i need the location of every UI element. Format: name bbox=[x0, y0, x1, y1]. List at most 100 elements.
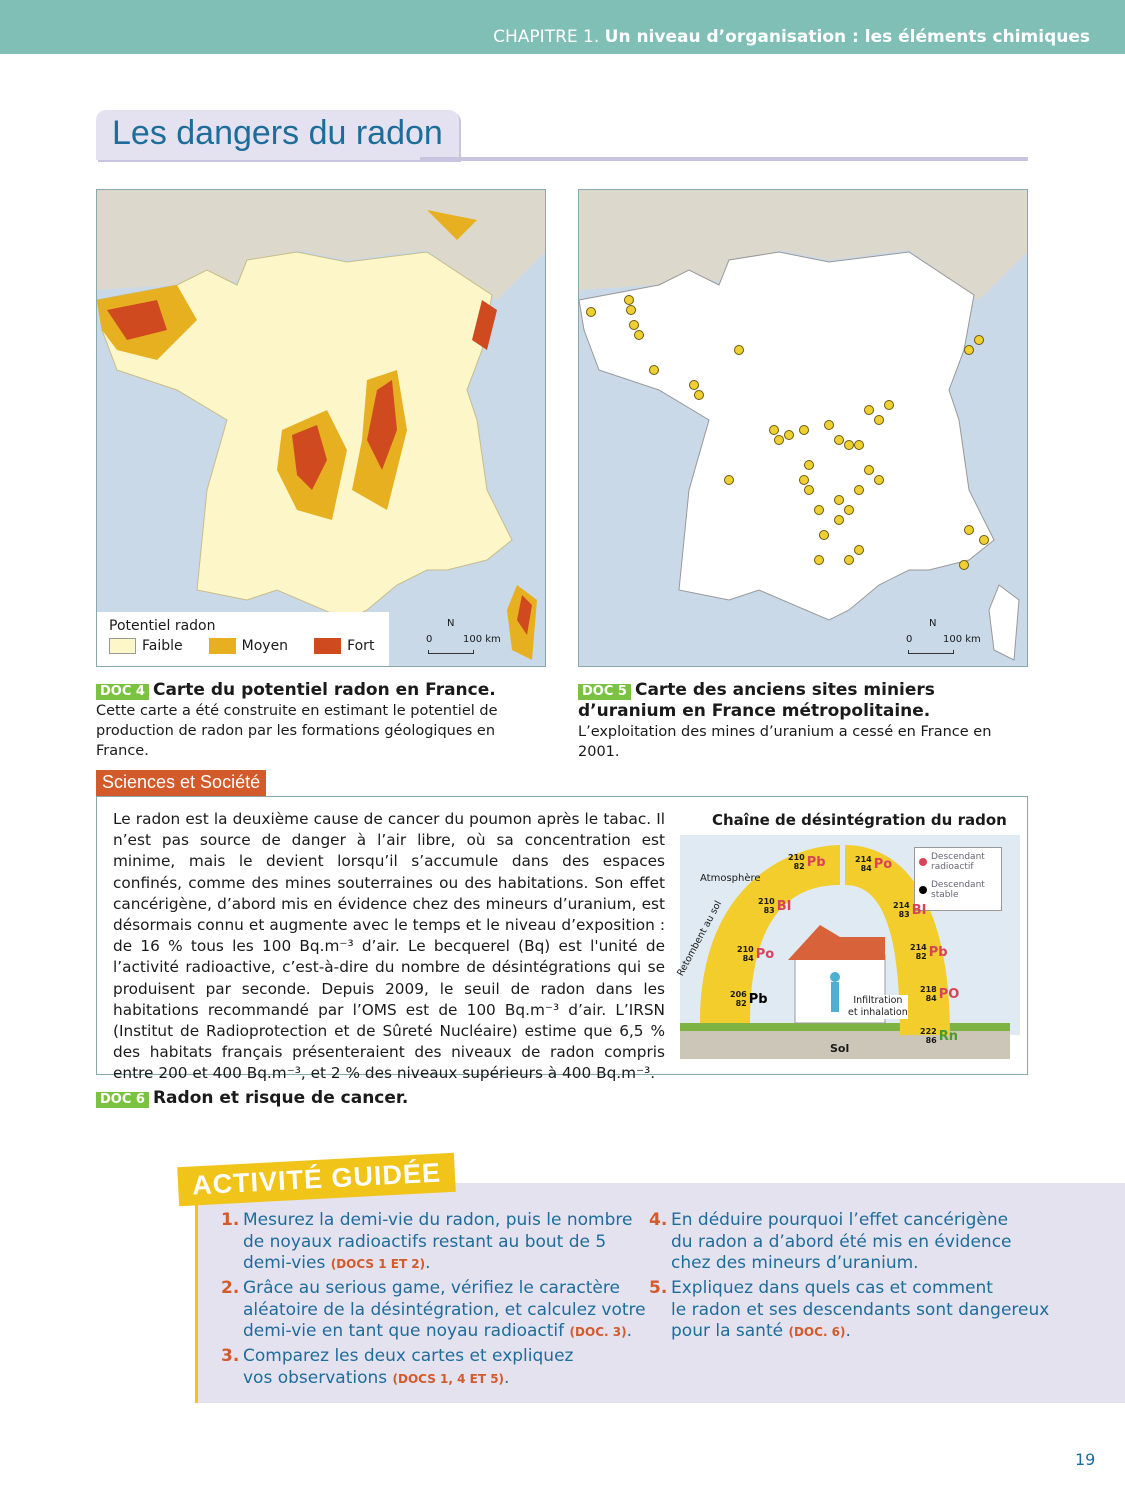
diagram-legend: Descendant radioactif Descendant stable bbox=[914, 847, 1002, 911]
decay-chain-diagram: Chaîne de désintégration du radon Atmosp… bbox=[675, 805, 1020, 1067]
legend-swatch-fort bbox=[314, 638, 342, 654]
nuclide-pb: 210 82 Pb bbox=[788, 853, 826, 871]
doc5-caption: DOC 5 Carte des anciens sites miniers d’u… bbox=[578, 680, 1028, 762]
doc-text: L’exploitation des mines d’uranium a ces… bbox=[578, 724, 992, 760]
mine-site-dot bbox=[784, 430, 794, 440]
scale-100km: 100 km bbox=[463, 634, 501, 645]
mine-site-dot bbox=[724, 475, 734, 485]
mine-site-dot bbox=[814, 505, 824, 515]
mine-site-dot bbox=[864, 465, 874, 475]
scale-bar bbox=[908, 650, 954, 654]
mine-site-dot bbox=[874, 415, 884, 425]
mine-site-dot bbox=[979, 535, 989, 545]
mine-site-dot bbox=[774, 435, 784, 445]
stable-dot-icon bbox=[919, 886, 927, 894]
ground-label: Sol bbox=[830, 1042, 850, 1055]
mine-site-dot bbox=[819, 530, 829, 540]
mine-site-dot bbox=[834, 435, 844, 445]
mine-site-dot bbox=[854, 440, 864, 450]
radon-potential-map: Potentiel radon Faible Moyen Fort N 0 10… bbox=[96, 189, 546, 667]
mine-site-dot bbox=[689, 380, 699, 390]
north-arrow-icon: N bbox=[929, 618, 937, 629]
mine-site-dot bbox=[844, 440, 854, 450]
doc-badge: DOC 5 bbox=[578, 684, 631, 700]
mine-site-dot bbox=[834, 515, 844, 525]
nuclide-pb: 214 82 Pb bbox=[910, 943, 948, 961]
chapter-title: Un niveau d’organisation : les éléments … bbox=[604, 27, 1090, 47]
map-legend: Potentiel radon Faible Moyen Fort bbox=[97, 612, 389, 666]
mine-site-dot bbox=[694, 390, 704, 400]
doc-title: Carte du potentiel radon en France. bbox=[152, 680, 496, 700]
legend-label: Fort bbox=[347, 638, 375, 654]
chapter-number: CHAPITRE 1. bbox=[493, 27, 600, 47]
page-number: 19 bbox=[1075, 1450, 1096, 1469]
mine-site-dot bbox=[964, 345, 974, 355]
science-text: Le radon est la deuxième cause de cancer… bbox=[113, 810, 665, 1083]
nuclide-pb: 206 82 Pb bbox=[730, 990, 768, 1008]
mine-site-dot bbox=[864, 405, 874, 415]
nuclide-bi: 210 83 BI bbox=[758, 897, 792, 915]
diagram-title: Chaîne de désintégration du radon bbox=[712, 811, 1007, 829]
scale-bar bbox=[428, 650, 474, 654]
mine-site-dot bbox=[854, 485, 864, 495]
radioactive-dot-icon bbox=[919, 858, 927, 866]
mine-site-dot bbox=[804, 460, 814, 470]
scale-zero: 0 bbox=[426, 634, 433, 645]
mine-site-dot bbox=[624, 295, 634, 305]
legend-swatch-moyen bbox=[208, 638, 236, 654]
activity-panel bbox=[195, 1183, 1125, 1403]
nuclide-po: 210 84 Po bbox=[737, 945, 775, 963]
mine-site-dot bbox=[854, 545, 864, 555]
science-society-tab: Sciences et Société bbox=[96, 770, 267, 796]
doc-text: Cette carte a été construite en estimant… bbox=[96, 703, 498, 759]
atmosphere-label: Atmosphère bbox=[700, 873, 761, 884]
mine-site-dot bbox=[974, 335, 984, 345]
mine-site-dot bbox=[834, 495, 844, 505]
scale-zero: 0 bbox=[906, 634, 913, 645]
nuclide-po: 218 84 PO bbox=[920, 985, 960, 1003]
activity-question: 3. Comparez les deux cartes et expliquez v… bbox=[221, 1346, 574, 1388]
mine-site-dot bbox=[959, 560, 969, 570]
uranium-mines-map: N 0 100 km bbox=[578, 189, 1028, 667]
mine-site-dot bbox=[769, 425, 779, 435]
scale-100km: 100 km bbox=[943, 634, 981, 645]
chapter-header: CHAPITRE 1. Un niveau d’organisation : l… bbox=[0, 0, 1125, 54]
legend-label: Moyen bbox=[241, 638, 289, 654]
infiltration-label: Infiltration et inhalation bbox=[848, 995, 908, 1019]
legend-label: Faible bbox=[142, 638, 183, 654]
mine-site-dot bbox=[964, 525, 974, 535]
doc-badge: DOC 6 bbox=[96, 1092, 149, 1108]
doc-title: Carte des anciens sites miniers d’uraniu… bbox=[578, 680, 935, 721]
nuclide-bi: 214 83 BI bbox=[893, 901, 927, 919]
legend-title: Potentiel radon bbox=[109, 618, 216, 634]
legend-swatch-faible bbox=[109, 638, 136, 654]
mine-site-dot bbox=[874, 475, 884, 485]
mine-site-dot bbox=[814, 555, 824, 565]
doc-badge: DOC 4 bbox=[96, 684, 149, 700]
mine-site-dot bbox=[844, 505, 854, 515]
mine-site-dot bbox=[629, 320, 639, 330]
doc-title: Radon et risque de cancer. bbox=[152, 1088, 409, 1108]
mine-site-dot bbox=[804, 485, 814, 495]
mine-site-dot bbox=[734, 345, 744, 355]
activity-question: 4. En déduire pourquoi l’effet cancérigèn… bbox=[649, 1210, 1012, 1273]
activity-question: 2. Grâce au serious game, vérifiez le car… bbox=[221, 1278, 646, 1341]
doc4-caption: DOC 4 Carte du potentiel radon en France.… bbox=[96, 680, 551, 761]
mine-site-dot bbox=[824, 420, 834, 430]
mine-site-dot bbox=[884, 400, 894, 410]
mine-site-dot bbox=[586, 307, 596, 317]
mine-site-dot bbox=[799, 425, 809, 435]
activity-question: 5. Expliquez dans quels cas et comment le … bbox=[649, 1278, 1050, 1341]
nuclide-rn: 222 86 Rn bbox=[920, 1027, 958, 1045]
mine-site-dot bbox=[634, 330, 644, 340]
nuclide-po: 214 84 Po bbox=[855, 855, 893, 873]
title-underline bbox=[420, 157, 1028, 161]
north-arrow-icon: N bbox=[447, 618, 455, 629]
page-title: Les dangers du radon bbox=[96, 110, 459, 160]
doc6-caption: DOC 6 Radon et risque de cancer. bbox=[96, 1088, 408, 1109]
mine-site-dot bbox=[844, 555, 854, 565]
science-box: Le radon est la deuxième cause de cancer… bbox=[96, 796, 1028, 1082]
mine-site-dot bbox=[626, 305, 636, 315]
mine-site-dot bbox=[649, 365, 659, 375]
activity-question: 1. Mesurez la demi-vie du radon, puis le … bbox=[221, 1210, 633, 1273]
